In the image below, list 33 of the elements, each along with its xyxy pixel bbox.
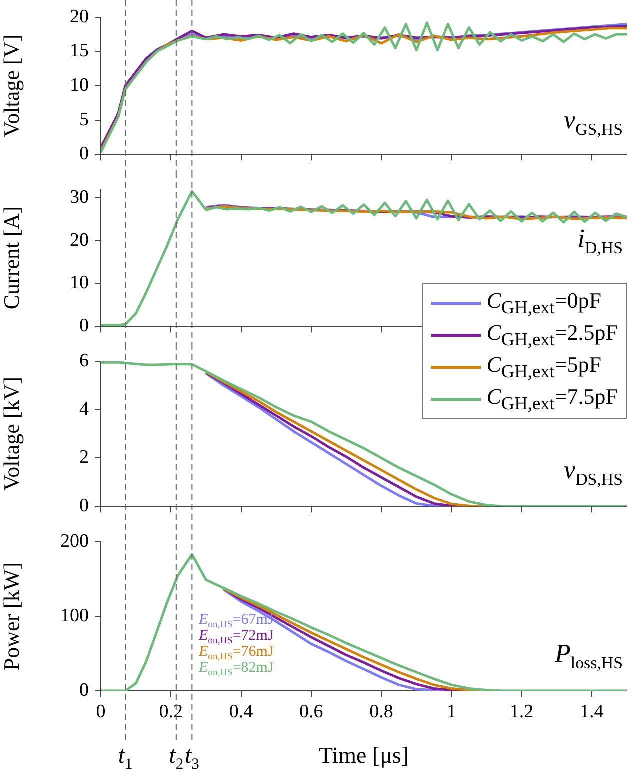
x-tick-label: 0.8: [370, 701, 394, 722]
y-tick-label: 0: [80, 316, 89, 337]
x-tick-label: 0.6: [300, 701, 324, 722]
y-tick-label: 20: [70, 230, 89, 251]
x-tick-label: 0.2: [159, 701, 184, 722]
y-tick-label: 30: [70, 186, 89, 208]
y-axis-title: Voltage [V]: [0, 34, 24, 138]
y-tick-label: 15: [70, 40, 89, 62]
x-tick-label: 1: [446, 701, 456, 722]
y-tick-label: 10: [70, 272, 89, 294]
y-tick-label: 2: [80, 447, 89, 468]
x-axis-title: Time [μs]: [318, 743, 410, 768]
x-tick-label: 1.2: [510, 701, 534, 722]
x-tick-label: 0.4: [229, 701, 254, 722]
legend-label: C$_{GH,ext}$=7.5pF: [486, 384, 618, 414]
y-tick-label: 20: [70, 6, 89, 28]
y-axis-title: Voltage [kV]: [0, 377, 24, 491]
y-axis-title: Current [A]: [0, 206, 24, 310]
y-tick-label: 100: [60, 605, 89, 626]
y-tick-label: 200: [60, 530, 89, 552]
y-axis-title: Power [kW]: [0, 562, 24, 671]
y-tick-label: 5: [80, 109, 89, 130]
y-tick-label: 10: [70, 74, 89, 96]
y-tick-label: 6: [80, 350, 89, 372]
legend-label: C$_{GH,ext}$=2.5pF: [486, 320, 618, 350]
y-tick-label: 0: [80, 496, 89, 517]
x-tick-label: 1.4: [580, 701, 604, 722]
y-tick-label: 4: [80, 398, 90, 420]
legend-label: C$_{GH,ext}$=5pF: [486, 352, 602, 382]
y-tick-label: 0: [80, 144, 89, 165]
y-tick-label: 0: [80, 680, 89, 701]
legend-label: C$_{GH,ext}$=0pF: [486, 288, 602, 318]
x-tick-label: 0: [96, 701, 106, 722]
